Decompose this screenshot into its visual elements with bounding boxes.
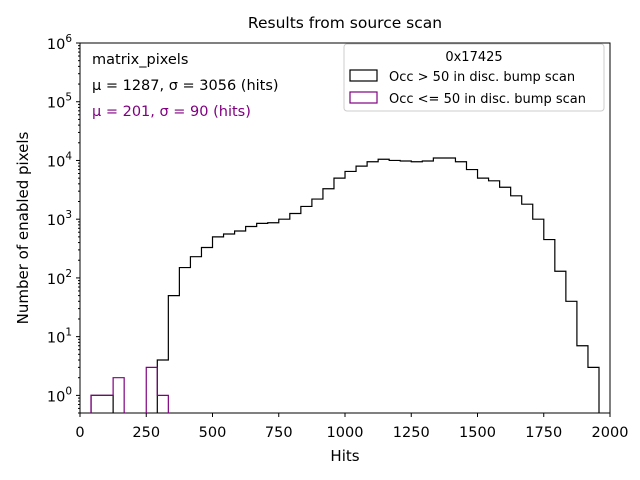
annotation-stats-line-1: μ = 1287, σ = 3056 (hits)	[92, 78, 279, 94]
series-occ-gt-50	[90, 157, 600, 413]
x-axis-label: Hits	[330, 447, 359, 465]
legend-swatch-occ-le-50	[349, 91, 378, 104]
chart-title: Results from source scan	[248, 14, 442, 32]
x-tick-label: 0	[75, 425, 84, 441]
legend-swatch-occ-gt-50	[349, 69, 378, 82]
y-tick-label: 103	[47, 209, 72, 229]
legend-frame	[343, 43, 605, 112]
legend-label-occ-gt-50: Occ > 50 in disc. bump scan	[389, 70, 575, 85]
x-tick-label: 1500	[459, 425, 496, 441]
y-tick-label: 100	[47, 385, 72, 405]
x-tick-label: 250	[132, 425, 160, 441]
x-tick-label: 500	[199, 425, 227, 441]
x-tick-label: 1250	[393, 425, 430, 441]
x-tick-label: 750	[265, 425, 293, 441]
y-tick-label: 106	[47, 33, 72, 53]
y-tick-label: 102	[47, 268, 72, 288]
legend-label-occ-le-50: Occ <= 50 in disc. bump scan	[389, 92, 586, 107]
x-axis: 0 250 500 750 1000 1250 1500 1750 2000	[75, 413, 628, 441]
legend-title: 0x17425	[445, 50, 502, 65]
series-occ-le-50	[90, 366, 169, 413]
y-tick-label: 101	[47, 327, 72, 347]
y-tick-label: 104	[47, 150, 72, 170]
y-tick-label: 105	[47, 92, 72, 112]
y-axis: 100 101 102 103 104 105 106	[47, 33, 80, 414]
annotation-stats-line-2: μ = 201, σ = 90 (hits)	[92, 104, 251, 120]
x-tick-label: 2000	[592, 425, 629, 441]
x-tick-label: 1000	[327, 425, 364, 441]
y-axis-label: Number of enabled pixels	[14, 131, 32, 324]
annotation-name: matrix_pixels	[92, 52, 188, 68]
x-tick-label: 1750	[525, 425, 562, 441]
legend: 0x17425 Occ > 50 in disc. bump scan Occ …	[343, 43, 605, 112]
